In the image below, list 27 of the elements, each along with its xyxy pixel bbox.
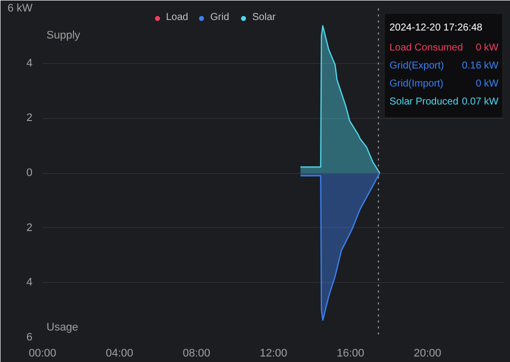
annotation: 0.16 kW: [462, 60, 500, 72]
y-tick-label: 6: [26, 332, 33, 344]
x-tick-label: 04:00: [106, 348, 134, 360]
annotation: 0 kW: [476, 78, 500, 90]
annotation: Usage: [46, 322, 78, 334]
annotation: Solar Produced: [390, 96, 458, 108]
annotation: Supply: [46, 30, 81, 42]
y-tick-label: 2: [26, 112, 33, 124]
x-tick-label: 16:00: [336, 348, 364, 360]
legend-label: Solar: [252, 12, 276, 23]
x-tick-label: 08:00: [182, 348, 210, 360]
annotation: Grid(Export): [390, 60, 444, 72]
legend-label: Load: [166, 12, 188, 23]
y-tick-label: 4: [26, 276, 33, 289]
y-tick-label: 4: [26, 57, 33, 70]
y-tick-label: 2: [26, 222, 33, 234]
x-tick-label: 12:00: [260, 348, 288, 360]
y-tick-label: 6 kW: [7, 2, 34, 14]
y-tick-label: 0: [26, 167, 33, 179]
x-tick-label: 20:00: [414, 348, 442, 360]
annotation: Grid(Import): [390, 78, 444, 90]
annotation: 0 kW: [476, 42, 500, 54]
legend-label: Grid: [210, 12, 230, 23]
annotation: Load Consumed: [390, 42, 463, 54]
annotation: 2024-12-20 17:26:48: [390, 22, 483, 34]
annotation: 0.07 kW: [462, 96, 500, 108]
x-tick-label: 00:00: [28, 348, 56, 360]
